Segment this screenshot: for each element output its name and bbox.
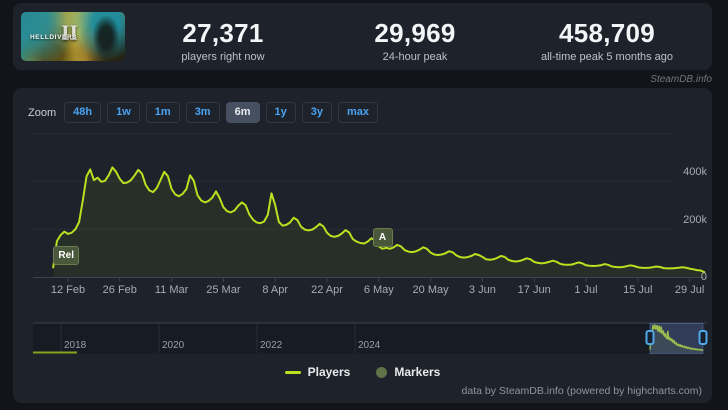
navigator-year-label-2024: 2024 xyxy=(358,340,381,351)
x-axis-label-12-Feb: 12 Feb xyxy=(50,284,86,296)
x-axis-label-17-Jun: 17 Jun xyxy=(517,284,551,296)
navigator-year-label-2022: 2022 xyxy=(260,340,283,351)
stat-current-players: 27,371 players right now xyxy=(181,18,264,63)
navigator-year-gridlines xyxy=(60,323,356,353)
navigator-line xyxy=(649,324,704,352)
stat-24h-peak: 29,969 24-hour peak xyxy=(374,18,455,63)
x-axis-label-6-May: 6 May xyxy=(363,284,394,296)
players-area-fill xyxy=(53,167,705,277)
range-button-6m[interactable]: 6m xyxy=(225,102,260,123)
game-numeral: II xyxy=(61,20,79,45)
x-axis-label-25-Mar: 25 Mar xyxy=(206,284,241,296)
chart-legend: Players Markers xyxy=(13,365,712,379)
gridlines xyxy=(33,133,672,230)
alltime-peak-value: 458,709 xyxy=(558,18,656,48)
y-axis-label-0: 0 xyxy=(700,271,707,283)
x-axis-label-22-Apr: 22 Apr xyxy=(311,284,343,296)
x-axis-label-26-Feb: 26 Feb xyxy=(102,284,137,296)
peak-24h-value: 29,969 xyxy=(374,18,456,48)
range-button-1y[interactable]: 1y xyxy=(265,102,296,123)
zoom-label: Zoom xyxy=(28,106,57,119)
range-button-3m[interactable]: 3m xyxy=(185,102,220,123)
legend-players-label: Players xyxy=(307,365,351,379)
x-axis-label-8-Apr: 8 Apr xyxy=(262,284,289,296)
legend-item-markers[interactable]: Markers xyxy=(376,365,440,379)
chart-panel xyxy=(13,88,712,403)
navigator-track-mask[interactable] xyxy=(33,323,650,354)
current-players-value: 27,371 xyxy=(182,18,264,48)
axis-ticks xyxy=(67,277,691,282)
range-button-48h[interactable]: 48h xyxy=(64,102,102,123)
navigator-selection[interactable] xyxy=(649,323,704,354)
game-title: HELLDIVERS xyxy=(30,34,78,41)
highcharts-credits[interactable]: data by SteamDB.info (powered by highcha… xyxy=(461,385,702,397)
alltime-peak-label: all-time peak 5 months ago xyxy=(540,51,674,63)
x-axis-label-3-Jun: 3 Jun xyxy=(468,284,496,296)
y-axis-label-400k: 400k xyxy=(683,166,707,179)
x-axis-label-11-Mar: 11 Mar xyxy=(154,284,189,296)
navigator-handle-right[interactable] xyxy=(698,330,708,345)
range-button-1w[interactable]: 1w xyxy=(107,102,140,123)
range-button-1m[interactable]: 1m xyxy=(145,102,180,123)
x-axis-label-20-May: 20 May xyxy=(412,284,449,296)
legend-markers-label: Markers xyxy=(394,365,441,379)
header-panel xyxy=(13,3,712,70)
x-axis-label-1-Jul: 1 Jul xyxy=(574,284,598,296)
chart-marker-rel[interactable]: Rel xyxy=(53,246,80,266)
y-axis-label-200k: 200k xyxy=(683,214,707,227)
players-line-swatch xyxy=(284,370,301,374)
navigator[interactable] xyxy=(33,322,708,354)
current-players-label: players right now xyxy=(181,51,265,63)
navigator-year-label-2020: 2020 xyxy=(162,340,185,351)
game-capsule[interactable]: II HELLDIVERS xyxy=(21,12,125,61)
range-button-3y[interactable]: 3y xyxy=(301,102,332,123)
peak-24h-label: 24-hour peak xyxy=(382,51,448,63)
markers-dot-swatch xyxy=(376,366,388,378)
chart-marker-a[interactable]: A xyxy=(372,227,393,247)
legend-item-players[interactable]: Players xyxy=(284,365,351,379)
steamdb-watermark: SteamDB.info xyxy=(650,74,712,85)
zoom-toolbar: Zoom 48h 1w 1m 3m 6m 1y 3y max xyxy=(28,102,379,123)
navigator-year-label-2018: 2018 xyxy=(64,340,87,351)
capsule-art xyxy=(93,16,119,58)
navigator-handle-left[interactable] xyxy=(645,330,655,345)
range-button-max[interactable]: max xyxy=(338,102,379,123)
x-axis-label-29-Jul: 29 Jul xyxy=(674,284,705,296)
x-axis-label-15-Jul: 15 Jul xyxy=(623,284,653,296)
stat-alltime-peak: 458,709 all-time peak 5 months ago xyxy=(541,18,673,63)
